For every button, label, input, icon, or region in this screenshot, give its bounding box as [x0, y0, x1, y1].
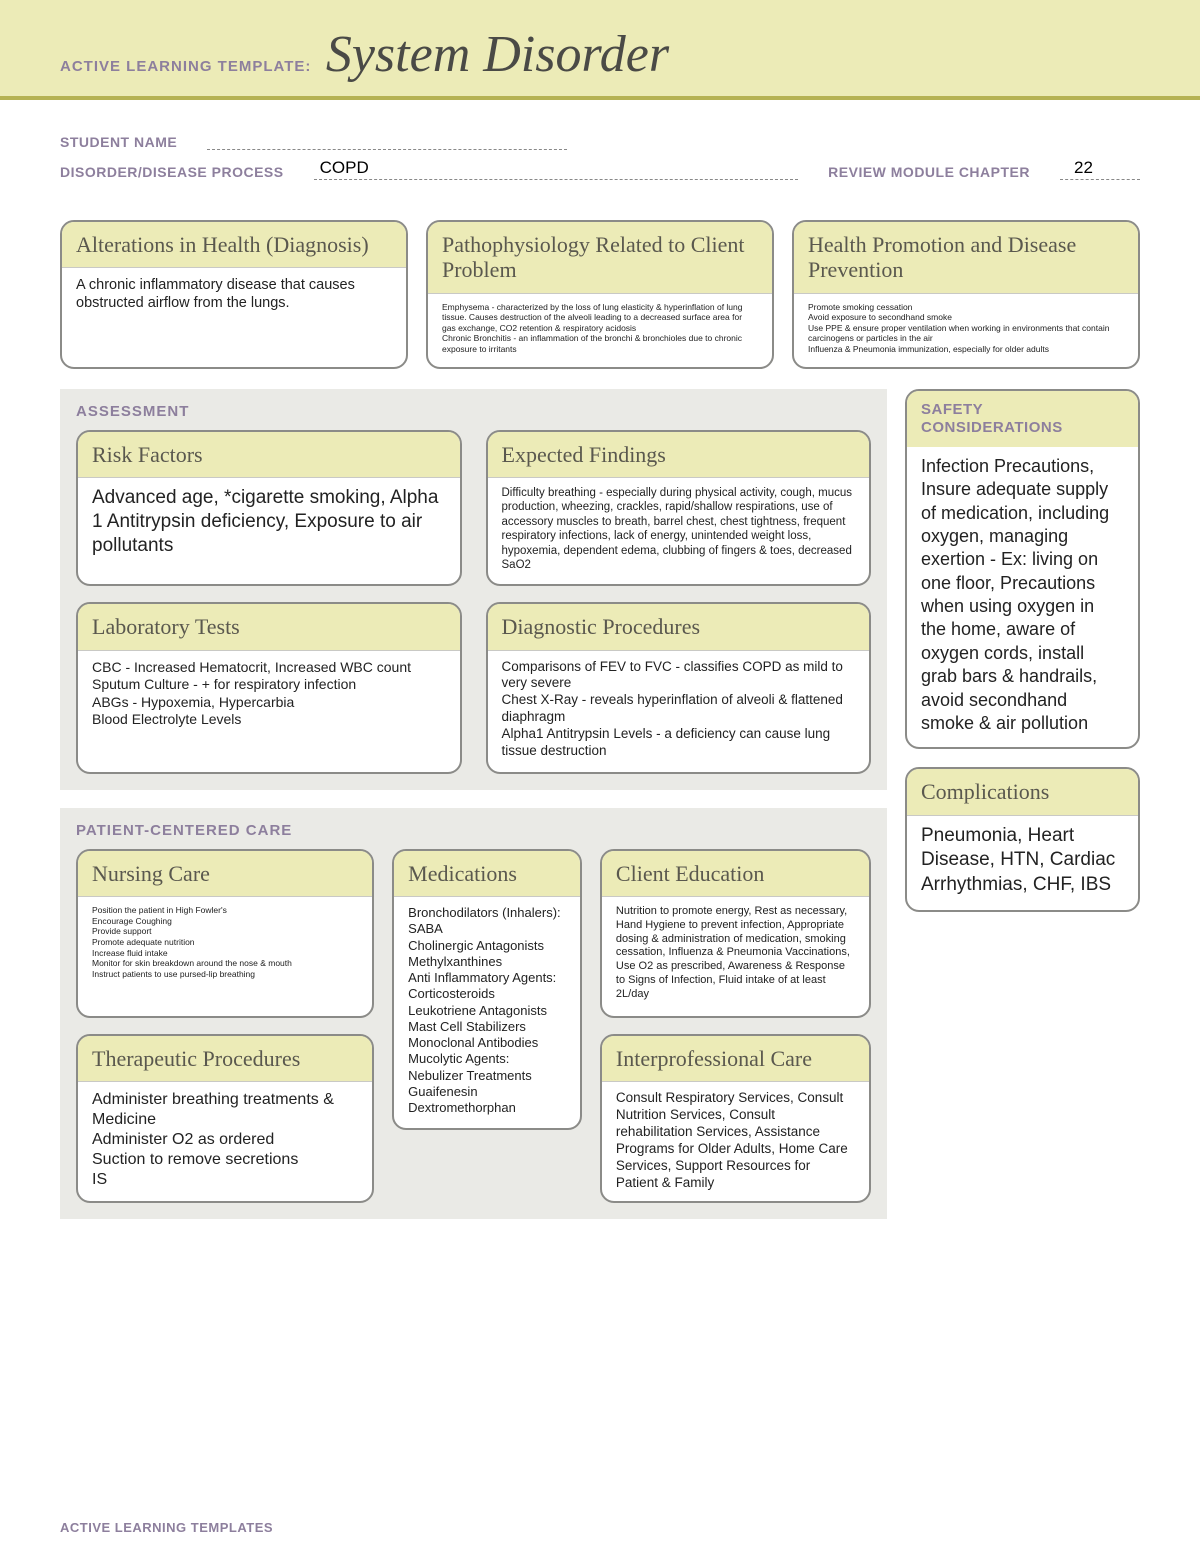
card-health-promotion-title: Health Promotion and Disease Prevention: [794, 222, 1138, 294]
assessment-section: ASSESSMENT Risk Factors Advanced age, *c…: [60, 389, 887, 790]
card-therapeutic-procedures-title: Therapeutic Procedures: [78, 1036, 372, 1082]
card-laboratory-tests-title: Laboratory Tests: [78, 604, 460, 650]
footer: ACTIVE LEARNING TEMPLATES: [60, 1520, 273, 1535]
card-laboratory-tests-body: CBC - Increased Hematocrit, Increased WB…: [78, 651, 460, 741]
card-alterations: Alterations in Health (Diagnosis) A chro…: [60, 220, 408, 369]
meta-section: STUDENT NAME DISORDER/DISEASE PROCESS CO…: [0, 100, 1200, 210]
right-column: SAFETY CONSIDERATIONS Infection Precauti…: [905, 389, 1140, 1219]
chapter-field[interactable]: 22: [1060, 160, 1140, 180]
card-therapeutic-procedures-body: Administer breathing treatments & Medici…: [78, 1082, 372, 1202]
card-expected-findings-body: Difficulty breathing - especially during…: [488, 478, 870, 584]
card-expected-findings: Expected Findings Difficulty breathing -…: [486, 430, 872, 587]
card-risk-factors: Risk Factors Advanced age, *cigarette sm…: [76, 430, 462, 587]
card-pathophysiology: Pathophysiology Related to Client Proble…: [426, 220, 774, 369]
card-alterations-body: A chronic inflammatory disease that caus…: [62, 268, 406, 324]
card-nursing-care: Nursing Care Position the patient in Hig…: [76, 849, 374, 1018]
card-safety-body: Infection Precautions, Insure adequate s…: [907, 447, 1138, 748]
card-complications-body: Pneumonia, Heart Disease, HTN, Cardiac A…: [907, 816, 1138, 910]
card-pathophysiology-title: Pathophysiology Related to Client Proble…: [428, 222, 772, 294]
card-complications-title: Complications: [907, 769, 1138, 815]
header-prefix: ACTIVE LEARNING TEMPLATE:: [60, 58, 311, 75]
left-column: ASSESSMENT Risk Factors Advanced age, *c…: [60, 389, 887, 1219]
card-complications: Complications Pneumonia, Heart Disease, …: [905, 767, 1140, 911]
chapter-value: 22: [1074, 158, 1093, 178]
student-name-field[interactable]: [207, 130, 567, 150]
card-safety-considerations: SAFETY CONSIDERATIONS Infection Precauti…: [905, 389, 1140, 750]
card-laboratory-tests: Laboratory Tests CBC - Increased Hematoc…: [76, 602, 462, 774]
card-interprofessional-care-body: Consult Respiratory Services, Consult Nu…: [602, 1082, 869, 1203]
chapter-label: REVIEW MODULE CHAPTER: [828, 164, 1030, 180]
card-risk-factors-title: Risk Factors: [78, 432, 460, 478]
process-field[interactable]: COPD: [314, 160, 799, 180]
card-therapeutic-procedures: Therapeutic Procedures Administer breath…: [76, 1034, 374, 1203]
main-columns: ASSESSMENT Risk Factors Advanced age, *c…: [0, 389, 1200, 1219]
pcc-title: PATIENT-CENTERED CARE: [76, 822, 871, 839]
page: ACTIVE LEARNING TEMPLATE: System Disorde…: [0, 0, 1200, 1553]
process-value: COPD: [320, 158, 369, 178]
card-pathophysiology-body: Emphysema - characterized by the loss of…: [428, 294, 772, 367]
card-diagnostic-procedures: Diagnostic Procedures Comparisons of FEV…: [486, 602, 872, 774]
card-client-education-body: Nutrition to promote energy, Rest as nec…: [602, 897, 869, 1013]
card-risk-factors-body: Advanced age, *cigarette smoking, Alpha …: [78, 478, 460, 569]
card-expected-findings-title: Expected Findings: [488, 432, 870, 478]
student-name-label: STUDENT NAME: [60, 134, 177, 150]
card-health-promotion: Health Promotion and Disease Prevention …: [792, 220, 1140, 369]
card-diagnostic-procedures-title: Diagnostic Procedures: [488, 604, 870, 650]
card-nursing-care-title: Nursing Care: [78, 851, 372, 897]
card-health-promotion-body: Promote smoking cessation Avoid exposure…: [794, 294, 1138, 367]
card-safety-title: SAFETY CONSIDERATIONS: [907, 391, 1138, 447]
card-client-education: Client Education Nutrition to promote en…: [600, 849, 871, 1018]
top-cards-row: Alterations in Health (Diagnosis) A chro…: [0, 210, 1200, 389]
pcc-section: PATIENT-CENTERED CARE Nursing Care Posit…: [60, 808, 887, 1219]
card-diagnostic-procedures-body: Comparisons of FEV to FVC - classifies C…: [488, 651, 870, 772]
header: ACTIVE LEARNING TEMPLATE: System Disorde…: [0, 0, 1200, 100]
assessment-title: ASSESSMENT: [76, 403, 871, 420]
header-title: System Disorder: [326, 25, 669, 84]
card-medications-body: Bronchodilators (Inhalers): SABA Choline…: [394, 897, 580, 1128]
card-medications: Medications Bronchodilators (Inhalers): …: [392, 849, 582, 1131]
card-medications-title: Medications: [394, 851, 580, 897]
card-client-education-title: Client Education: [602, 851, 869, 897]
process-label: DISORDER/DISEASE PROCESS: [60, 164, 284, 180]
card-interprofessional-care-title: Interprofessional Care: [602, 1036, 869, 1082]
card-nursing-care-body: Position the patient in High Fowler's En…: [78, 897, 372, 991]
card-alterations-title: Alterations in Health (Diagnosis): [62, 222, 406, 268]
card-interprofessional-care: Interprofessional Care Consult Respirato…: [600, 1034, 871, 1203]
